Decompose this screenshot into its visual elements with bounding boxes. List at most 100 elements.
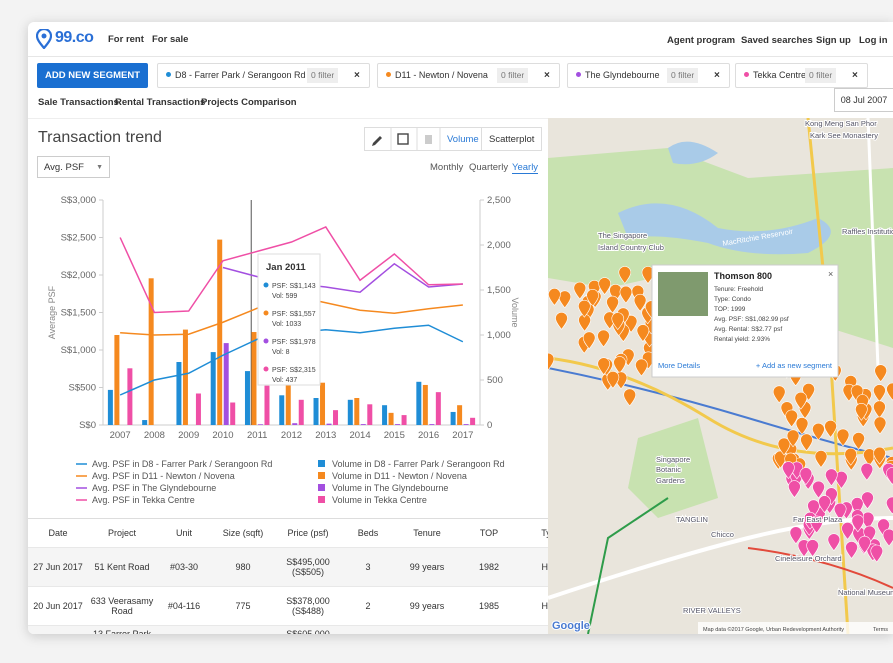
listing-pin[interactable] xyxy=(606,295,619,314)
segment-remove[interactable]: × xyxy=(544,70,550,81)
segment-remove[interactable]: × xyxy=(852,70,858,81)
listing-pin[interactable] xyxy=(825,468,838,487)
listing-pin[interactable] xyxy=(623,388,637,407)
period-option[interactable]: Quarterly xyxy=(469,162,509,173)
listing-pin[interactable] xyxy=(548,352,555,371)
listing-pin[interactable] xyxy=(582,331,596,350)
listing-pin[interactable] xyxy=(814,450,828,468)
listing-pin[interactable] xyxy=(827,533,841,552)
listing-pin[interactable] xyxy=(870,544,884,563)
segment-remove[interactable]: × xyxy=(714,70,720,81)
listing-pin[interactable] xyxy=(786,429,800,448)
listing-pin[interactable] xyxy=(874,364,887,383)
table-row[interactable]: 20 Jun 2017 633 Veerasamy Road #04-116 775 S… xyxy=(28,586,548,626)
legend-label[interactable]: Volume in D8 - Farrer Park / Serangoon R… xyxy=(332,459,505,469)
listing-pin[interactable] xyxy=(635,358,648,377)
listing-pin[interactable] xyxy=(619,285,633,304)
tab[interactable]: Projects Comparison xyxy=(201,97,297,108)
listing-pin[interactable] xyxy=(578,299,591,318)
listing-pin[interactable] xyxy=(841,522,854,540)
segment-remove[interactable]: × xyxy=(354,70,360,81)
nav-link[interactable]: Sign up xyxy=(816,35,851,46)
listing-pin[interactable] xyxy=(799,467,813,486)
nav-link[interactable]: Log in xyxy=(859,35,888,46)
segment-chip[interactable]: The Glyndebourne 0 filter × xyxy=(567,63,730,88)
listing-pin[interactable] xyxy=(852,432,865,450)
listing-pin[interactable] xyxy=(548,288,561,306)
listing-pin[interactable] xyxy=(873,384,886,402)
listing-pin[interactable] xyxy=(873,416,887,435)
legend-label[interactable]: Avg. PSF in D8 - Farrer Park / Serangoon… xyxy=(92,459,272,469)
listing-pin[interactable] xyxy=(586,289,599,307)
table-row[interactable]: 27 Jun 2017 51 Kent Road #03-30 980 S$495,00… xyxy=(28,547,548,587)
popup-close[interactable]: × xyxy=(828,269,833,279)
listing-pin[interactable] xyxy=(794,391,808,410)
listing-pin[interactable] xyxy=(818,495,831,514)
period-option[interactable]: Monthly xyxy=(430,162,464,173)
listing-pin[interactable] xyxy=(845,541,858,559)
map-terms[interactable]: Terms xyxy=(873,627,888,633)
listing-pin[interactable] xyxy=(833,502,847,521)
listing-pin[interactable] xyxy=(772,385,786,404)
listing-pin[interactable] xyxy=(782,461,795,480)
listing-pin[interactable] xyxy=(636,324,650,342)
listing-pin[interactable] xyxy=(618,266,632,284)
listing-pin[interactable] xyxy=(836,428,850,447)
segment-filter[interactable]: 0 filter xyxy=(497,68,529,83)
listing-pin[interactable] xyxy=(613,356,626,374)
segment-chip[interactable]: D8 - Farrer Park / Serangoon Rd 0 filter × xyxy=(157,63,370,88)
tool-icons[interactable] xyxy=(365,128,445,150)
legend-label[interactable]: Avg. PSF in D11 - Newton / Novena xyxy=(92,471,235,481)
listing-pin[interactable] xyxy=(800,433,813,452)
listing-pin[interactable] xyxy=(844,447,858,466)
listing-pin[interactable] xyxy=(855,402,868,421)
segment-filter[interactable]: 0 filter xyxy=(805,68,837,83)
listing-pin[interactable] xyxy=(886,467,893,485)
listing-pin[interactable] xyxy=(598,277,611,296)
add-segment-button[interactable]: ADD NEW SEGMENT xyxy=(37,63,148,88)
toggle-option[interactable]: Volume xyxy=(447,134,479,145)
legend-label[interactable]: Volume in Tekka Centre xyxy=(332,495,427,505)
segment-chip[interactable]: D11 - Newton / Novena 0 filter × xyxy=(377,63,560,88)
nav-link[interactable]: Saved searches xyxy=(741,35,813,46)
logo-text[interactable]: 99.co xyxy=(55,29,94,46)
listing-pin[interactable] xyxy=(810,515,823,534)
listing-pin[interactable] xyxy=(882,528,893,547)
listing-pin[interactable] xyxy=(873,400,886,419)
popup-link[interactable]: More Details xyxy=(658,361,700,370)
listing-pin[interactable] xyxy=(573,281,587,300)
listing-pin[interactable] xyxy=(606,370,620,389)
legend-label[interactable]: Avg. PSF in Tekka Centre xyxy=(92,495,195,505)
listing-pin[interactable] xyxy=(860,462,874,481)
listing-pin[interactable] xyxy=(795,417,809,435)
nav-link[interactable]: Agent program xyxy=(667,35,736,46)
date-picker[interactable]: 08 Jul 2007 xyxy=(834,88,893,112)
listing-pin[interactable] xyxy=(558,290,572,309)
listing-pin[interactable] xyxy=(873,446,886,465)
listing-pin[interactable] xyxy=(812,480,825,499)
legend-label[interactable]: Volume in The Glyndebourne xyxy=(332,483,448,493)
table-row[interactable]: 13 Farrer Park S$605,000 xyxy=(28,625,548,634)
listing-pin[interactable] xyxy=(886,496,893,515)
tab[interactable]: Rental Transactions xyxy=(115,97,206,108)
listing-pin[interactable] xyxy=(597,357,611,376)
listing-pin[interactable] xyxy=(633,293,647,312)
legend-label[interactable]: Volume in D11 - Newton / Novena xyxy=(332,471,467,481)
listing-pin[interactable] xyxy=(789,526,803,545)
nav-link[interactable]: For sale xyxy=(152,34,189,45)
popup-link[interactable]: + Add as new segment xyxy=(756,361,833,370)
listing-pin[interactable] xyxy=(824,419,837,438)
listing-pin[interactable] xyxy=(812,422,825,441)
listing-pin[interactable] xyxy=(611,312,625,331)
segment-filter[interactable]: 0 filter xyxy=(667,68,699,83)
toggle-option[interactable]: Scatterplot xyxy=(489,134,535,145)
listing-pin[interactable] xyxy=(858,535,871,554)
metric-dropdown[interactable]: Avg. PSF ▼ xyxy=(37,156,110,178)
listing-pin[interactable] xyxy=(851,514,865,533)
listing-pin[interactable] xyxy=(788,480,801,499)
listing-pin[interactable] xyxy=(597,329,610,348)
legend-label[interactable]: Avg. PSF in The Glyndebourne xyxy=(92,483,216,493)
segment-filter[interactable]: 0 filter xyxy=(307,68,339,83)
segment-chip[interactable]: Tekka Centre 0 filter × xyxy=(735,63,868,88)
